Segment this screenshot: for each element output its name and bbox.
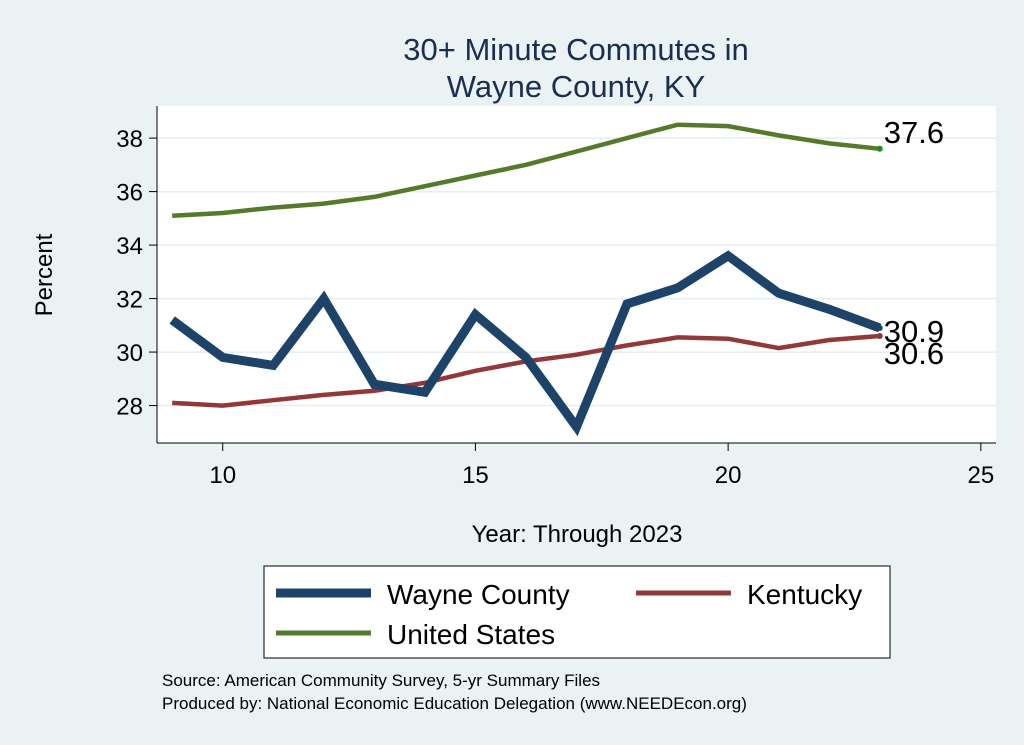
producer-note: Produced by: National Economic Education…: [162, 694, 747, 713]
y-tick-label: 38: [116, 126, 143, 153]
series-line-united-states: [172, 122, 881, 218]
x-axis-label: Year: Through 2023: [472, 521, 683, 548]
series-end-point-kentucky: [876, 333, 883, 340]
legend-box: [263, 565, 891, 659]
series-end-point-united-states: [876, 145, 883, 152]
plot-area: [157, 106, 996, 443]
y-axis-ticks: 28 30 32 34 36 38: [116, 126, 157, 421]
y-tick-label: 32: [116, 287, 143, 314]
series-line-wayne-county: [169, 250, 882, 437]
y-tick-label: 30: [116, 340, 143, 367]
y-tick-label: 28: [116, 394, 143, 421]
x-tick-label: 25: [967, 462, 994, 489]
source-note: Source: American Community Survey, 5-yr …: [162, 671, 600, 690]
y-tick-label: 34: [116, 233, 143, 260]
end-labels: 30.930.6 37.6: [884, 115, 944, 371]
legend-label-united-states: United States: [387, 619, 555, 650]
series-end-point-wayne-county: [876, 324, 883, 331]
x-axis-ticks: 10 15 20 25: [209, 443, 994, 489]
chart-title-line-2: Wayne County, KY: [447, 69, 705, 104]
x-tick-label: 10: [209, 462, 236, 489]
y-tick-label: 36: [116, 180, 143, 207]
legend-label-wayne-county: Wayne County: [387, 579, 570, 610]
x-tick-label: 20: [715, 462, 742, 489]
end-label-united-states: 37.6: [884, 115, 944, 150]
series-lines: [169, 122, 883, 437]
end-label-kentucky: 30.6: [884, 336, 944, 371]
x-tick-label: 15: [462, 462, 489, 489]
end-label-wayne-county: 30.9: [884, 314, 944, 349]
legend-label-kentucky: Kentucky: [747, 579, 862, 610]
chart-title-line-1: 30+ Minute Commutes in: [403, 32, 748, 67]
y-axis-label: Percent: [31, 233, 58, 316]
gridlines: [157, 137, 996, 407]
